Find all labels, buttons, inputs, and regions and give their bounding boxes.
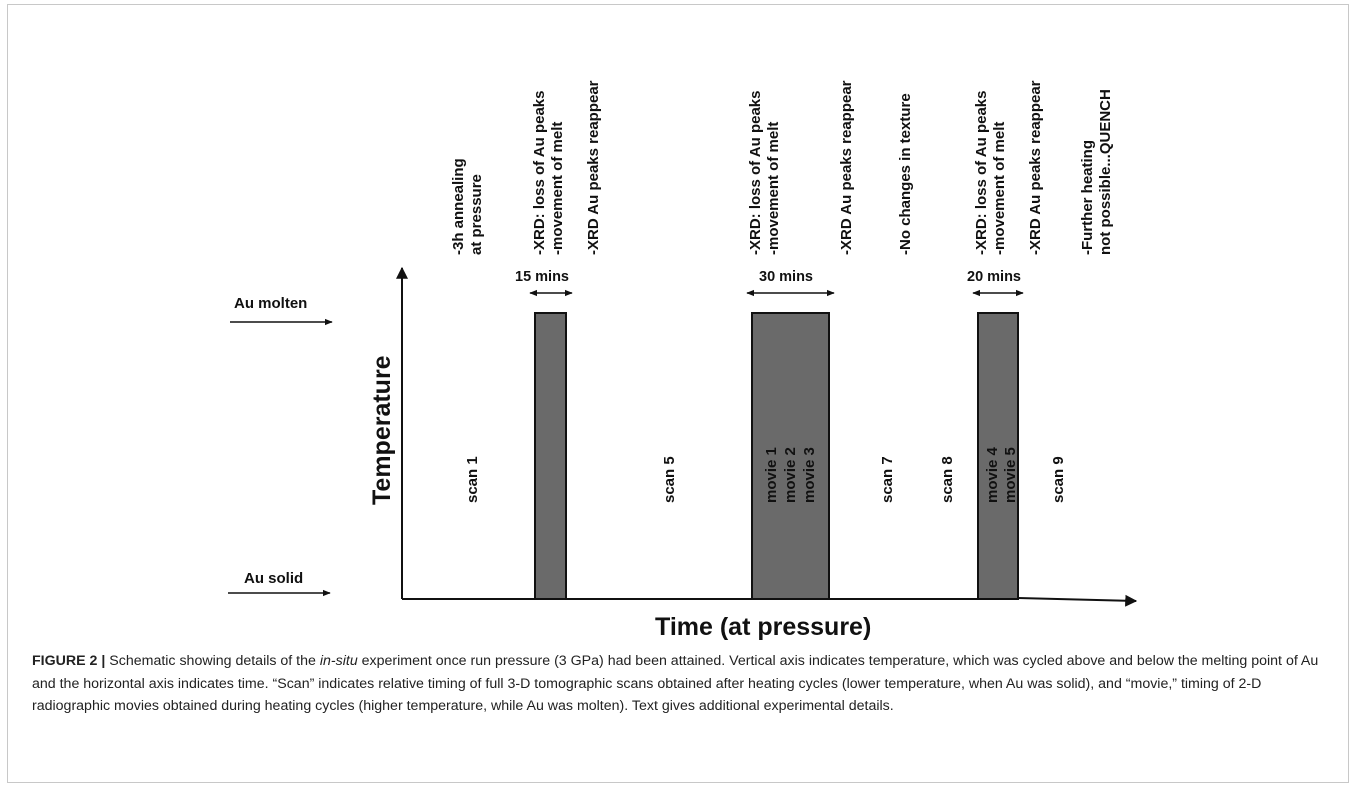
svg-text:-movement of melt: -movement of melt [991,122,1008,255]
au-molten-label: Au molten [234,295,307,312]
note-xrd-reappear-2: -XRD Au peaks reappear [838,80,855,255]
note-xrd-loss-2: -XRD: loss of Au peaks -movement of melt [747,91,782,255]
scan-1-label: scan 1 [464,456,481,503]
duration-label-20: 20 mins [967,269,1021,285]
svg-text:movie 3: movie 3 [801,447,818,503]
svg-text:-movement of melt: -movement of melt [765,122,782,255]
caption-text-2: experiment once run pressure (3 GPa) had… [32,653,1319,714]
note-no-changes: -No changes in texture [897,93,914,255]
svg-text:-XRD: loss of Au peaks: -XRD: loss of Au peaks [747,91,764,255]
svg-text:movie 4: movie 4 [984,446,1001,503]
au-solid-label: Au solid [244,570,303,587]
heating-pulse-2 [751,312,830,600]
heating-pulse-3 [977,312,1019,600]
movies-4-5-label: movie 4 movie 5 [984,446,1019,503]
note-annealing: -3h annealing at pressure [450,158,485,255]
y-axis-title: Temperature [368,355,396,505]
svg-text:-XRD Au peaks reappear: -XRD Au peaks reappear [838,80,855,255]
svg-text:movie 1: movie 1 [763,447,780,503]
scan-8-label: scan 8 [939,456,956,503]
x-axis-title: Time (at pressure) [655,613,871,641]
svg-text:movie 5: movie 5 [1002,447,1019,503]
caption-italic: in-situ [319,653,358,669]
svg-text:-movement of melt: -movement of melt [549,122,566,255]
note-xrd-loss-1: -XRD: loss of Au peaks -movement of melt [531,91,566,255]
svg-text:movie 2: movie 2 [782,447,799,503]
svg-text:scan 9: scan 9 [1050,456,1067,503]
svg-text:-XRD Au peaks reappear: -XRD Au peaks reappear [585,80,602,255]
svg-text:-3h annealing: -3h annealing [450,158,467,255]
svg-text:not possible...QUENCH: not possible...QUENCH [1097,89,1114,255]
movies-1-3-label: movie 1 movie 2 movie 3 [763,447,818,503]
duration-label-15: 15 mins [515,269,569,285]
note-xrd-reappear-1: -XRD Au peaks reappear [585,80,602,255]
caption-text-1: Schematic showing details of the [105,653,320,669]
duration-label-30: 30 mins [759,269,813,285]
svg-text:scan 5: scan 5 [661,456,678,503]
figure-frame: Au molten Au solid 15 mins 30 mins 20 mi… [7,4,1349,783]
svg-text:scan 7: scan 7 [879,456,896,503]
note-xrd-reappear-3: -XRD Au peaks reappear [1027,80,1044,255]
heating-pulse-1 [534,312,567,600]
scan-7-label: scan 7 [879,456,896,503]
time-axis-line [1017,594,1138,607]
diagram-canvas: Au molten Au solid 15 mins 30 mins 20 mi… [228,80,1138,641]
svg-text:-No changes in texture: -No changes in texture [897,93,914,255]
scan-5-label: scan 5 [661,456,678,503]
caption-label: FIGURE 2 | [32,653,106,669]
svg-text:at pressure: at pressure [468,174,485,255]
note-quench: -Further heating not possible...QUENCH [1079,89,1114,255]
scan-9-label: scan 9 [1050,456,1067,503]
svg-text:-XRD Au peaks reappear: -XRD Au peaks reappear [1027,80,1044,255]
note-xrd-loss-3: -XRD: loss of Au peaks -movement of melt [973,91,1008,255]
svg-text:scan 8: scan 8 [939,456,956,503]
svg-text:-Further heating: -Further heating [1079,140,1096,255]
svg-text:scan 1: scan 1 [464,456,481,503]
svg-text:-XRD: loss of Au peaks: -XRD: loss of Au peaks [531,91,548,255]
svg-text:-XRD: loss of Au peaks: -XRD: loss of Au peaks [973,91,990,255]
figure-caption: FIGURE 2 | Schematic showing details of … [32,650,1342,718]
